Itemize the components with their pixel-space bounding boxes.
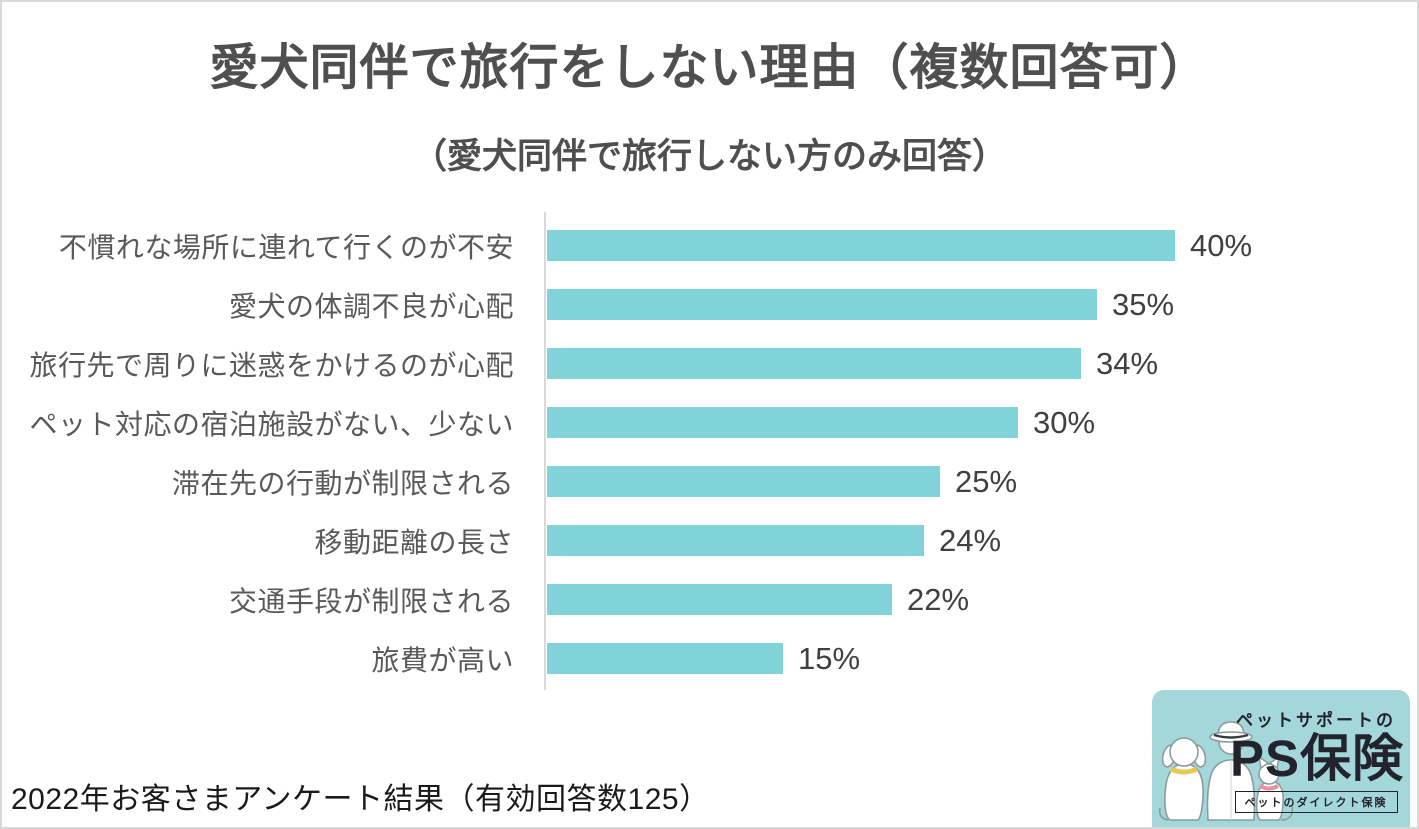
person-dog-cat-illustration xyxy=(1158,721,1294,821)
category-label: 交通手段が制限される xyxy=(228,585,514,617)
page-title: 愛犬同伴で旅行をしない理由（複数回答可） xyxy=(209,41,1210,95)
plot-area: 35% xyxy=(544,275,1417,334)
value-label: 34% xyxy=(1096,345,1159,381)
category-label: 不慣れな場所に連れて行くのが不安 xyxy=(58,231,514,263)
plot-area: 34% xyxy=(544,334,1417,393)
category-label: 移動距離の長さ xyxy=(314,526,514,558)
plot-area: 24% xyxy=(544,511,1417,570)
category-label: 旅費が高い xyxy=(371,644,514,676)
category-label: 愛犬の体調不良が心配 xyxy=(228,290,514,322)
ps-insurance-logo: ペットサポートの PS保険 ペットのダイレクト保険 xyxy=(1152,690,1410,827)
value-label: 22% xyxy=(907,581,970,617)
source-note: 2022年お客さまアンケート結果（有効回答数125） xyxy=(11,783,710,816)
category-label: 滞在先の行動が制限される xyxy=(171,467,514,499)
logo-tagline: ペットサポートの xyxy=(1236,711,1396,730)
bar xyxy=(547,230,1175,261)
y-axis-line xyxy=(544,212,546,690)
bar-row: 旅費が高い 15% xyxy=(2,629,1417,688)
bar-row: 愛犬の体調不良が心配 35% xyxy=(2,275,1417,334)
logo-brand-name: PS保険 xyxy=(1230,730,1405,787)
category-label: ペット対応の宿泊施設がない、少ない xyxy=(29,408,514,440)
bar xyxy=(547,348,1081,379)
value-label: 24% xyxy=(939,522,1002,558)
value-label: 40% xyxy=(1190,227,1253,263)
value-label: 25% xyxy=(955,463,1018,499)
bar-row: 旅行先で周りに迷惑をかけるのが心配 34% xyxy=(2,334,1417,393)
bar-chart: 不慣れな場所に連れて行くのが不安 40% 愛犬の体調不良が心配 35% 旅行先で… xyxy=(2,212,1417,690)
plot-area: 25% xyxy=(544,452,1417,511)
bar xyxy=(547,466,940,497)
bar xyxy=(547,407,1018,438)
category-label: 旅行先で周りに迷惑をかけるのが心配 xyxy=(29,349,514,381)
bar xyxy=(547,525,924,556)
logo-caption: ペットのダイレクト保険 xyxy=(1234,791,1398,814)
bar-row: ペット対応の宿泊施設がない、少ない 30% xyxy=(2,393,1417,452)
bar xyxy=(547,289,1097,320)
bar-row: 不慣れな場所に連れて行くのが不安 40% xyxy=(2,216,1417,275)
bar xyxy=(547,584,892,615)
page-subtitle: （愛犬同伴で旅行しない方のみ回答） xyxy=(411,137,1007,176)
value-label: 30% xyxy=(1033,404,1096,440)
bar-row: 移動距離の長さ 24% xyxy=(2,511,1417,570)
bar-row: 滞在先の行動が制限される 25% xyxy=(2,452,1417,511)
plot-area: 22% xyxy=(544,570,1417,629)
bar-row: 交通手段が制限される 22% xyxy=(2,570,1417,629)
bar xyxy=(547,643,783,674)
plot-area: 30% xyxy=(544,393,1417,452)
value-label: 35% xyxy=(1112,286,1175,322)
plot-area: 15% xyxy=(544,629,1417,688)
plot-area: 40% xyxy=(544,216,1417,275)
value-label: 15% xyxy=(798,640,861,676)
